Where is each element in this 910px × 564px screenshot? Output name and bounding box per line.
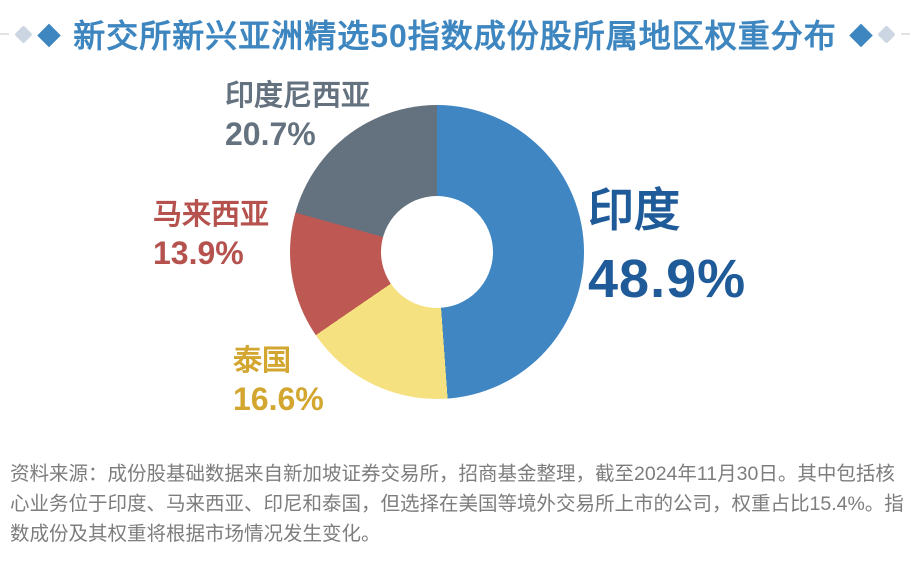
- title-diamond-left-icon: ◆: [37, 17, 61, 50]
- slice-label-indonesia-value: 20.7%: [225, 116, 316, 153]
- source-note-line-1: 资料来源：成份股基础数据来自新加坡证券交易所，招商基金整理，截至2024年11月…: [10, 463, 895, 485]
- slice-label-india-value: 48.9%: [588, 249, 747, 310]
- header: ◆ 新交所新兴亚洲精选50指数成份股所属地区权重分布 ◆: [0, 10, 910, 58]
- slice-label-thailand-name: 泰国: [233, 345, 292, 377]
- donut-hole: [381, 196, 493, 308]
- slice-label-thailand: 泰国 16.6%: [233, 343, 324, 419]
- slice-label-india: 印度 48.9%: [588, 178, 746, 318]
- donut-chart: [290, 105, 584, 399]
- source-note-line-2: 心业务位于印度、马来西亚、印尼和泰国，但选择在美国等境外交易所上市的公司，权重占…: [10, 493, 904, 515]
- slice-label-malaysia-name: 马来西亚: [153, 199, 270, 231]
- slice-label-indonesia-name: 印度尼西亚: [225, 80, 371, 112]
- slice-label-indonesia: 印度尼西亚 20.7%: [225, 78, 370, 154]
- slice-label-india-name: 印度: [588, 184, 680, 236]
- title-diamond-right-icon: ◆: [849, 17, 873, 50]
- title-wrap: ◆ 新交所新兴亚洲精选50指数成份股所属地区权重分布 ◆: [38, 11, 872, 57]
- page-title: 新交所新兴亚洲精选50指数成份股所属地区权重分布: [73, 18, 837, 54]
- slice-label-thailand-value: 16.6%: [233, 381, 324, 418]
- header-rule-right: [901, 33, 910, 35]
- header-rule-left: [0, 33, 9, 35]
- small-diamond-right-icon: [877, 24, 896, 44]
- small-diamond-left-icon: [14, 24, 33, 44]
- slice-label-malaysia-value: 13.9%: [153, 235, 244, 272]
- source-note: 资料来源：成份股基础数据来自新加坡证券交易所，招商基金整理，截至2024年11月…: [10, 459, 906, 549]
- slice-label-malaysia: 马来西亚 13.9%: [153, 197, 269, 273]
- source-note-line-3: 数成份及其权重将根据市场情况发生变化。: [10, 523, 381, 545]
